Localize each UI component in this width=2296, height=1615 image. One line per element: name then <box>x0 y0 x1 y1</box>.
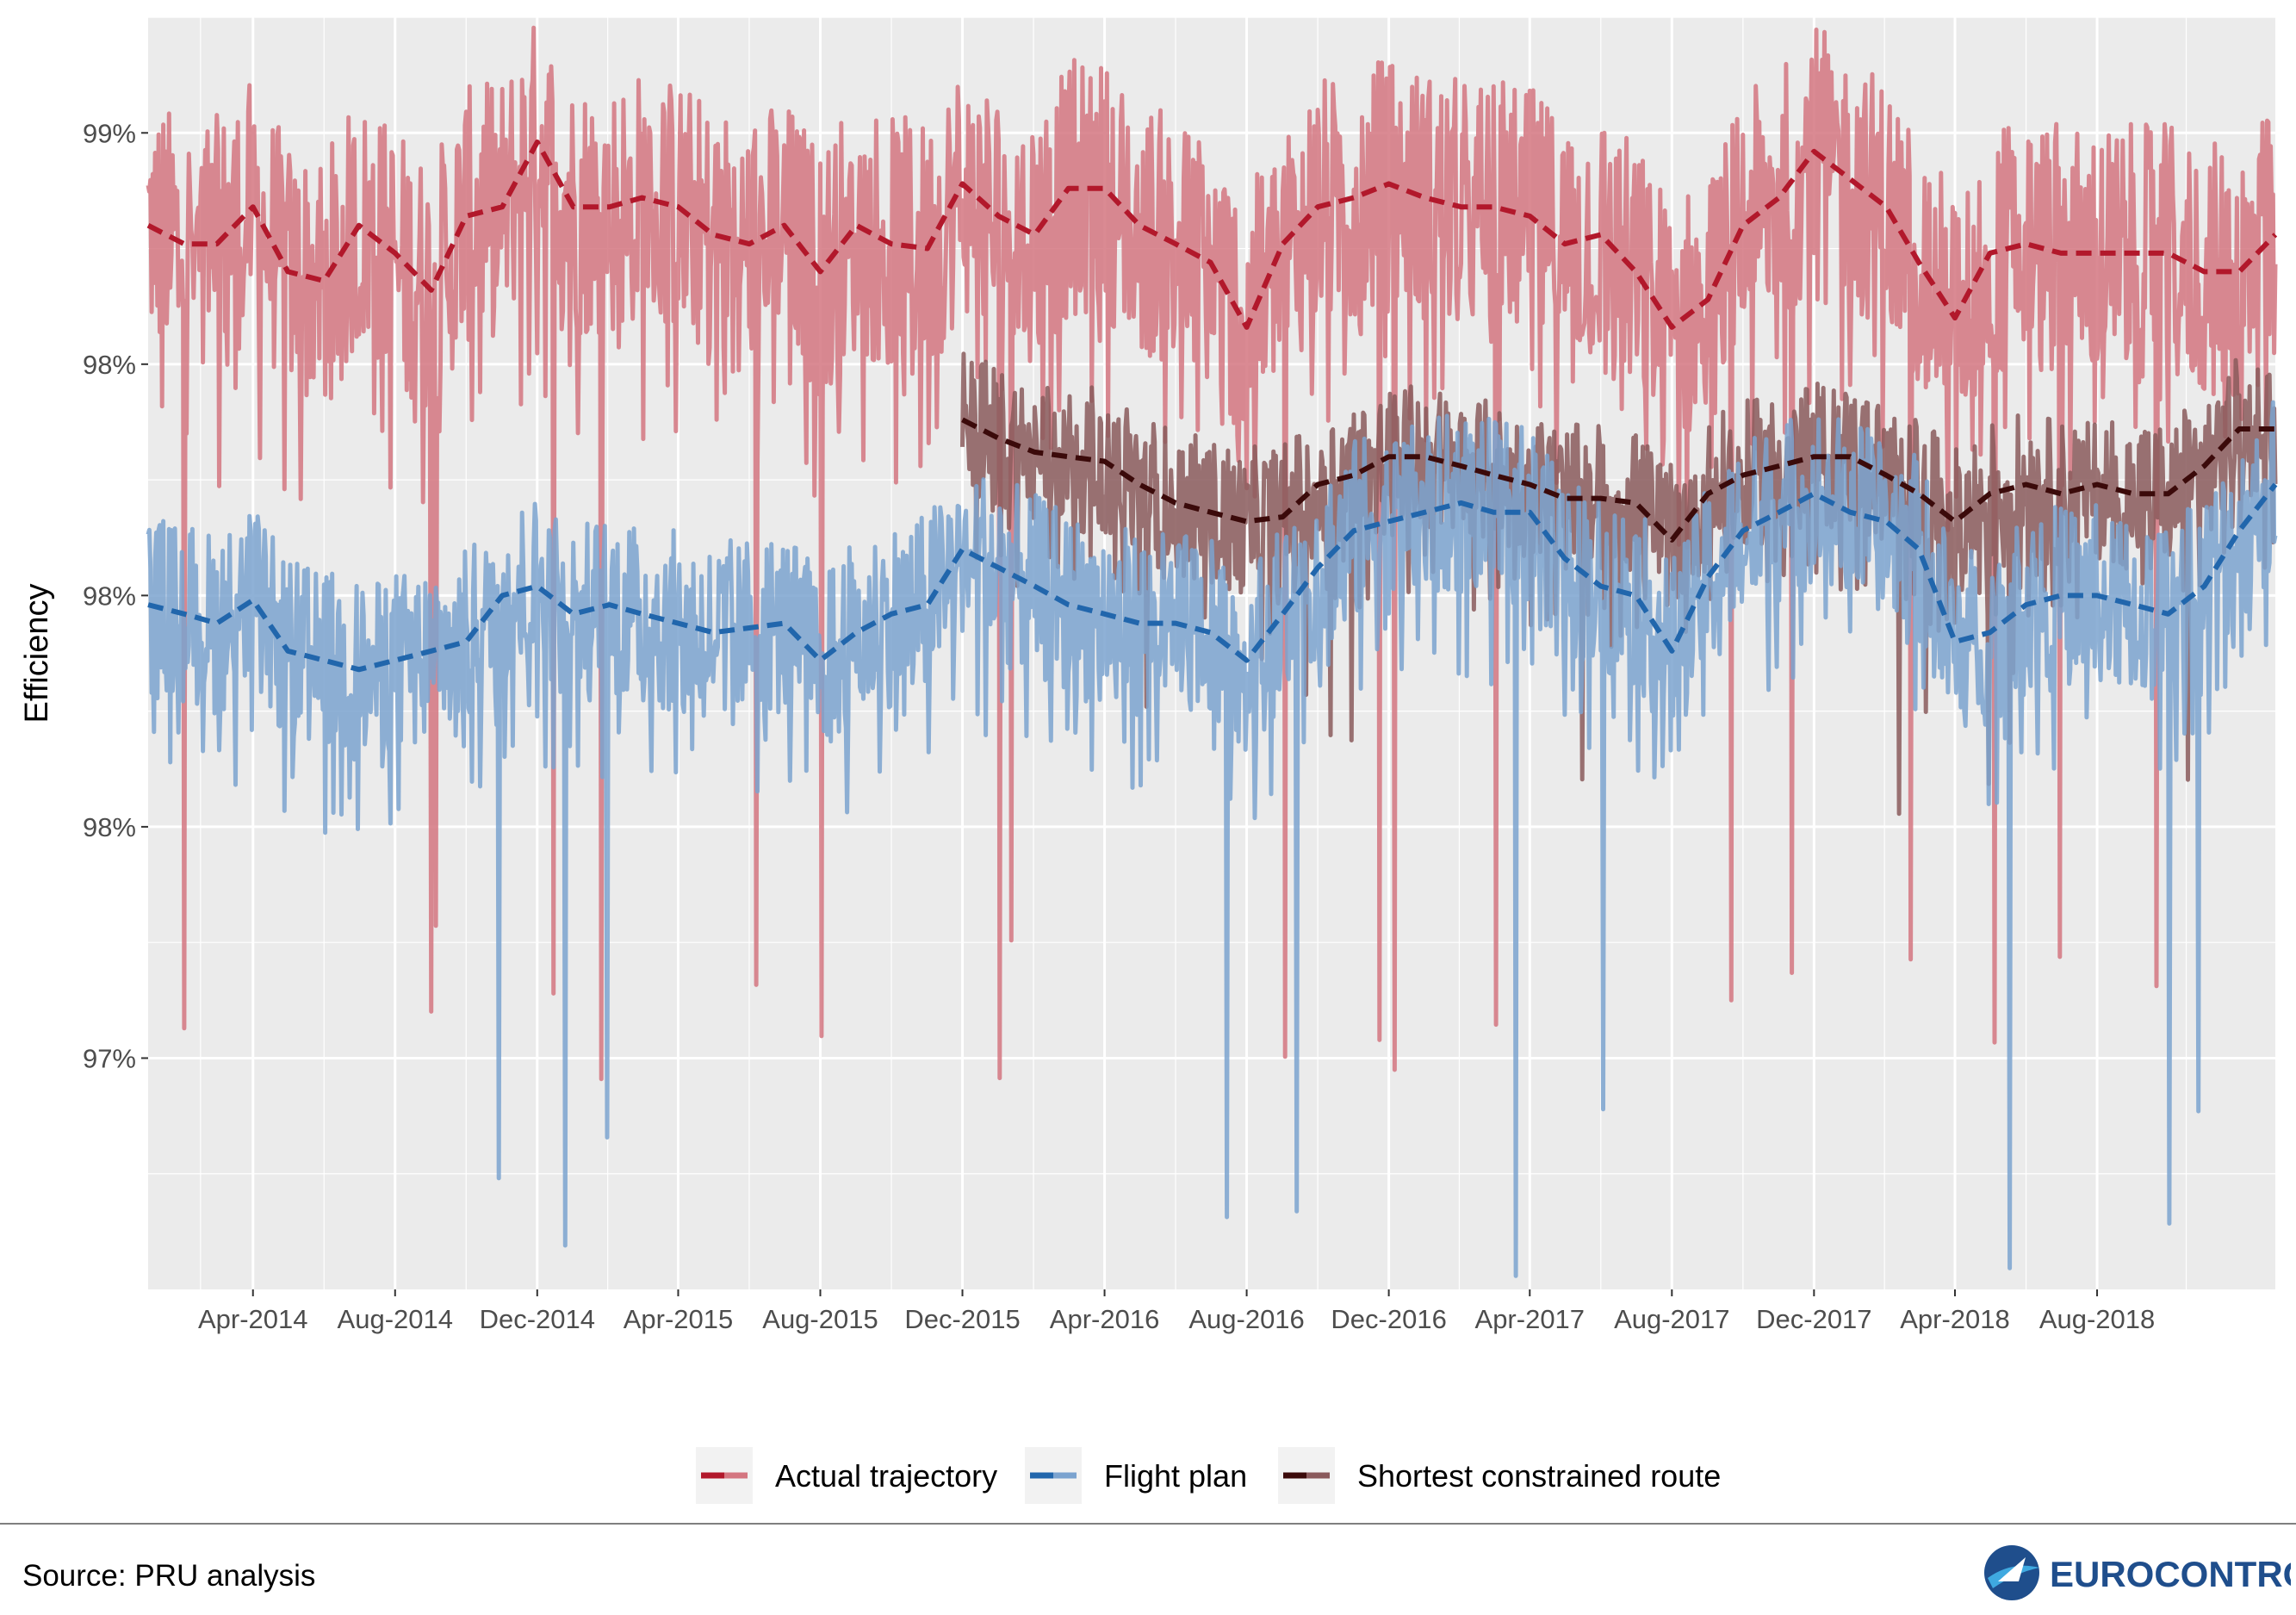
y-tick-label: 97% <box>83 1043 136 1073</box>
x-tick-label: Dec-2015 <box>904 1304 1020 1334</box>
x-tick-label: Dec-2017 <box>1756 1304 1871 1334</box>
x-tick-label: Aug-2017 <box>1614 1304 1729 1334</box>
x-tick-label: Aug-2018 <box>2039 1304 2155 1334</box>
x-tick-label: Apr-2015 <box>624 1304 734 1334</box>
x-tick-label: Apr-2017 <box>1475 1304 1585 1334</box>
x-tick-label: Aug-2014 <box>338 1304 453 1334</box>
y-tick-label: 98% <box>83 581 136 611</box>
footer-divider <box>0 1523 2296 1525</box>
trend-series-line <box>146 140 2278 330</box>
y-tick-label: 99% <box>83 118 136 148</box>
x-tick-label: Dec-2016 <box>1331 1304 1446 1334</box>
x-tick-label: Apr-2014 <box>198 1304 308 1334</box>
legend-label: Actual trajectory <box>775 1458 997 1494</box>
trend-series-layer <box>146 140 2278 673</box>
x-tick-label: Aug-2015 <box>762 1304 878 1334</box>
logo-text: EUROCONTROL <box>2050 1554 2291 1594</box>
y-tick-label: 98% <box>83 350 136 380</box>
eurocontrol-logo: EUROCONTROL <box>1984 1545 2291 1600</box>
logo-swoosh-icon <box>1988 1565 2039 1588</box>
legend-label: Shortest constrained route <box>1357 1458 1721 1494</box>
x-tick-label: Aug-2016 <box>1188 1304 1304 1334</box>
y-tick-label: 98% <box>83 812 136 842</box>
axis-ticks: 97% 98% 98% 98% 99% Apr-2014 Aug-2014 Dec-2014 A… <box>83 118 2155 1334</box>
x-tick-label: Apr-2018 <box>1900 1304 2010 1334</box>
logo-wing-icon <box>1998 1557 2026 1581</box>
x-tick-label: Apr-2016 <box>1050 1304 1160 1334</box>
source-note: Source: PRU analysis <box>22 1559 316 1593</box>
trend-series-line <box>961 417 2275 543</box>
x-tick-label: Dec-2014 <box>480 1304 595 1334</box>
trend-series-line <box>147 482 2278 673</box>
y-axis-title: Efficiency <box>19 584 55 724</box>
daily-series-line <box>146 25 2278 1082</box>
legend: Actual trajectory Flight plan Shortest con… <box>696 1447 1721 1504</box>
legend-label: Flight plan <box>1104 1458 1247 1494</box>
